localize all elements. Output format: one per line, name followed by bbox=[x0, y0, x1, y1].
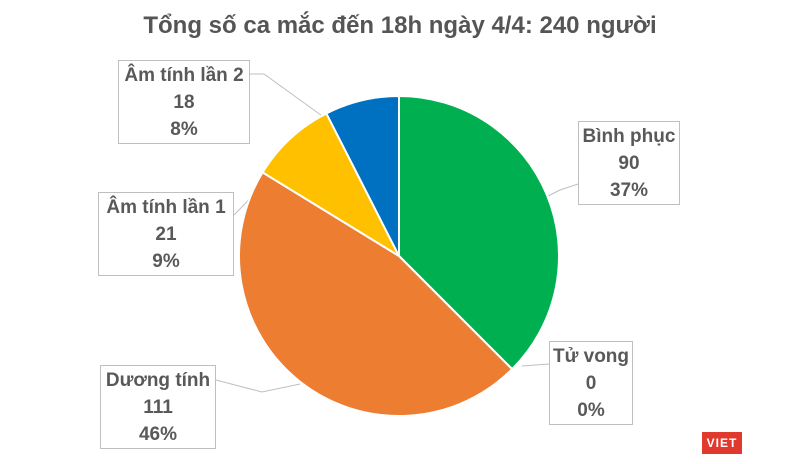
slice-percent: 46% bbox=[138, 424, 178, 445]
pie-slice-2 bbox=[238, 171, 514, 417]
slice-label: Âm tính lần 1 bbox=[106, 197, 226, 218]
chart-title: Tổng số ca mắc đến 18h ngày 4/4: 240 ngư… bbox=[143, 12, 657, 39]
slice-value: 111 bbox=[143, 397, 173, 418]
pie-slices bbox=[238, 95, 560, 417]
pie-slice-3 bbox=[261, 112, 400, 257]
slice-label: Dương tính bbox=[105, 370, 211, 391]
slice-percent: 0% bbox=[577, 400, 605, 421]
leader-line-4 bbox=[250, 73, 326, 119]
leader-line-1 bbox=[521, 363, 550, 367]
pie-slice-4 bbox=[325, 95, 400, 257]
slice-label: Âm tính lần 2 bbox=[124, 65, 244, 86]
slice-percent: 37% bbox=[609, 180, 649, 201]
label-duong-tinh: Dương tính 111 46% bbox=[100, 365, 216, 449]
slice-percent: 8% bbox=[170, 119, 198, 140]
slice-value: 90 bbox=[618, 153, 640, 174]
slice-label: Bình phục bbox=[582, 126, 676, 147]
leader-line-0 bbox=[547, 183, 579, 197]
label-tu-vong: Tử vong 0 0% bbox=[549, 341, 633, 425]
leader-line-2 bbox=[215, 379, 301, 393]
viet-logo: VIET bbox=[702, 432, 742, 454]
slice-value: 18 bbox=[173, 92, 195, 113]
pie-slice-0 bbox=[398, 95, 560, 371]
slice-value: 21 bbox=[155, 224, 177, 245]
label-binh-phuc: Bình phục 90 37% bbox=[578, 121, 680, 205]
slice-value: 0 bbox=[585, 373, 597, 394]
slice-label: Tử vong bbox=[552, 346, 630, 367]
slice-percent: 9% bbox=[152, 251, 180, 272]
label-am-tinh-lan-2: Âm tính lần 2 18 8% bbox=[118, 60, 250, 144]
label-am-tinh-lan-1: Âm tính lần 1 21 9% bbox=[98, 192, 234, 276]
